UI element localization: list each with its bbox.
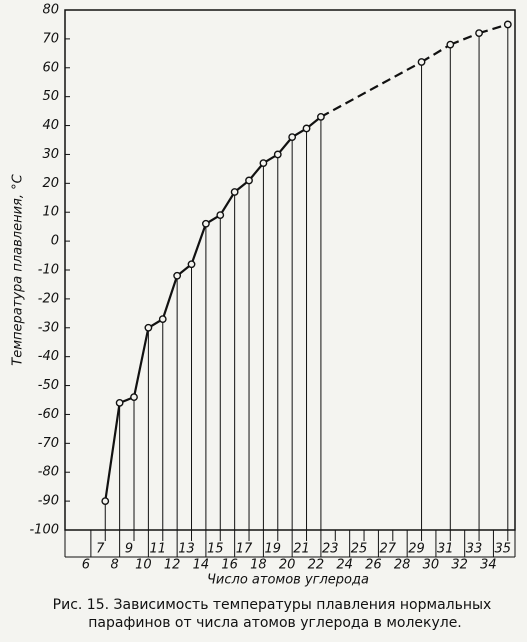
y-tick-label: -80 [38,465,59,480]
x-tick-label: 18 [250,558,267,573]
y-tick-label: 80 [42,3,59,18]
data-point [259,159,268,168]
x-tick-label: 32 [451,558,468,573]
data-point [173,271,182,280]
y-tick-label: 30 [42,147,59,162]
data-point [417,58,426,66]
x-tick-label: 16 [221,558,238,573]
y-axis-label: Температура плавления, °C [11,173,26,365]
x-tick-label: 6 [82,558,90,573]
curve-dashed [320,61,423,118]
x-tick-label: 25 [351,542,368,557]
data-point [130,393,138,402]
x-tick-label: 33 [466,542,483,557]
data-point [230,188,239,196]
x-axis-label: Число атомов углерода [207,573,369,588]
x-tick-label: 30 [423,558,440,573]
y-tick-label: -10 [38,263,59,278]
y-tick-label: -100 [29,523,59,538]
y-tick-label: -20 [38,291,59,306]
x-tick-label: 20 [279,558,296,573]
data-point [302,124,311,133]
y-tick-label: -60 [38,407,59,422]
x-tick-label: 26 [365,558,382,573]
x-tick-label: 28 [394,558,411,573]
x-tick-label: 10 [135,558,152,573]
x-tick-label: 27 [380,542,397,557]
y-tick-label: 20 [42,176,59,191]
x-tick-label: 9 [125,542,133,557]
x-tick-label: 8 [110,558,118,573]
data-point [115,398,124,407]
data-point [158,315,167,324]
data-point [503,20,512,29]
y-tick-label: -90 [38,494,59,509]
data-point [187,260,196,269]
x-tick-label: 34 [480,558,497,573]
x-tick-label: 23 [322,542,339,557]
x-tick-label: 22 [308,558,325,573]
y-tick-label: 60 [42,60,59,75]
curve-dashed [449,32,480,46]
data-point [475,29,483,38]
x-tick-label: 15 [207,542,224,557]
y-tick-label: 10 [42,205,59,220]
y-tick-label: 50 [42,89,59,104]
data-point [144,323,153,332]
x-tick-label: 17 [236,542,253,557]
curve-dashed [478,23,509,35]
y-tick-label: 40 [42,118,59,133]
x-tick-label: 14 [193,558,210,573]
x-tick-label: 35 [495,542,512,557]
data-point [201,219,210,228]
data-point [101,497,110,506]
y-tick-label: 70 [42,31,59,46]
x-tick-label: 19 [265,542,282,557]
x-tick-label: 12 [164,558,181,573]
x-tick-label: 24 [336,558,353,573]
x-tick-label: 31 [437,542,454,557]
data-point [273,150,282,159]
curve-dashed [420,43,451,63]
data-point [245,176,253,185]
data-point [446,40,455,49]
x-tick-label: 11 [149,542,166,557]
y-tick-label: -30 [38,320,59,335]
data-point [317,112,325,121]
curve [104,116,322,502]
x-tick-label: 21 [293,542,310,557]
data-point [288,133,297,142]
y-tick-label: -40 [38,349,59,364]
data-point [216,211,225,220]
caption: парафинов от числа атомов углерода в мол… [88,615,462,631]
caption: Рис. 15. Зависимость температуры плавлен… [53,597,492,613]
x-tick-label: 7 [96,542,105,557]
y-tick-label: -50 [38,378,59,393]
y-tick-label: 0 [51,234,59,249]
x-tick-label: 13 [178,542,195,557]
x-tick-label: 29 [408,542,425,557]
y-tick-label: -70 [38,436,59,451]
